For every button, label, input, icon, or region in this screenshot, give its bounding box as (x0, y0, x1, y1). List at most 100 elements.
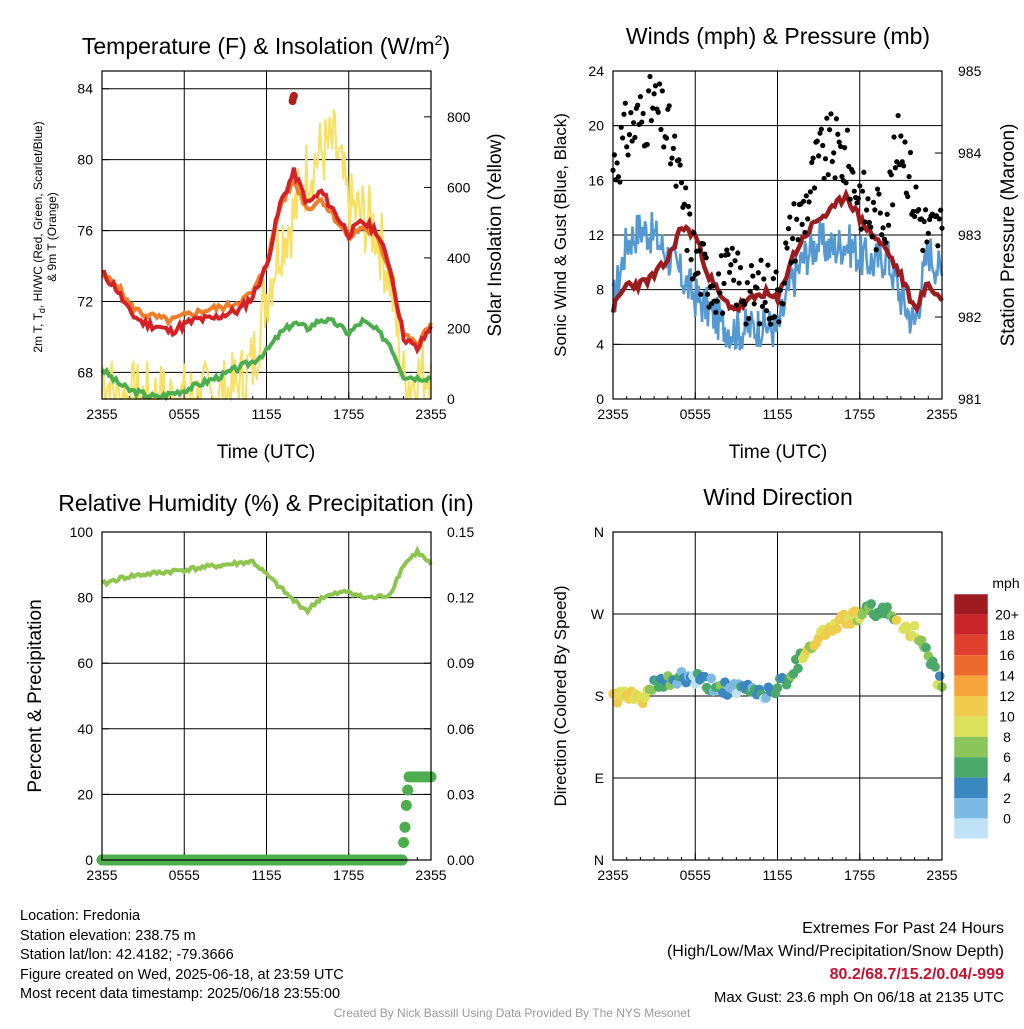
gust-point (617, 179, 623, 185)
y2-tick-label: 600 (447, 179, 471, 195)
gust-point (844, 127, 851, 133)
y-tick-label: S (595, 688, 604, 704)
dewpoint-line (100, 316, 432, 402)
y2-tick-label: 0.03 (447, 786, 474, 802)
gust-point (842, 145, 848, 151)
gust-point (658, 126, 664, 133)
precip-point (398, 837, 410, 849)
y-tick-label: 20 (588, 118, 604, 134)
gust-point (644, 141, 650, 148)
y-tick-label: 80 (77, 152, 93, 168)
gust-point (688, 257, 694, 263)
gust-point (809, 159, 815, 166)
y-tick-label: 84 (77, 81, 93, 97)
gust-point (872, 207, 878, 213)
gust-point (925, 230, 931, 236)
gust-point (659, 88, 665, 94)
y-tick-label: 24 (588, 63, 604, 79)
gust-point (685, 203, 691, 209)
gust-point (758, 257, 764, 263)
gust-point (784, 245, 790, 251)
gust-point (857, 183, 863, 189)
gust-point (817, 130, 823, 136)
direction-point (891, 615, 902, 625)
gust-point (899, 159, 905, 165)
gust-point (876, 191, 882, 197)
y-tick-label: 20 (77, 786, 93, 802)
gust-point (895, 112, 901, 119)
gust-point (781, 280, 787, 286)
gust-point (802, 229, 808, 236)
temperature-ylabel-left-line1: 2m T, Td, HI/WC (Red, Green, Scarlet/Blu… (31, 121, 47, 352)
gust-point (831, 150, 837, 156)
temperature-ylabel-left-line2: & 9m T (Orange) (45, 192, 59, 282)
gust-point (807, 189, 814, 195)
gust-point (628, 110, 634, 116)
gust-point (859, 188, 866, 194)
y-tick-label: W (591, 606, 605, 622)
direction-point (672, 679, 682, 689)
gust-point (670, 145, 676, 151)
gust-point (624, 144, 630, 150)
x-tick-label: 0555 (680, 406, 711, 422)
winds-title: Winds (mph) & Pressure (mb) (626, 23, 930, 49)
colorbar-outline (953, 593, 989, 840)
colorbar-label: 8 (1003, 729, 1011, 745)
direction-point (866, 599, 876, 609)
gust-point (885, 222, 892, 228)
gust-point (684, 247, 690, 254)
most-recent-data: Most recent data timestamp: 2025/06/18 2… (20, 986, 341, 1002)
colorbar-swatch (954, 757, 988, 778)
gust-point (669, 155, 675, 161)
gust-point (877, 210, 883, 216)
gust-point (735, 250, 741, 256)
gust-point (816, 153, 822, 159)
gust-point (757, 321, 763, 327)
gust-point (884, 211, 890, 217)
gust-point (737, 265, 744, 271)
gust-point (726, 269, 733, 275)
gust-point (736, 280, 742, 286)
gust-point (618, 124, 624, 130)
gust-point (637, 94, 644, 100)
y-tick-label: 0 (85, 852, 93, 868)
colorbar-swatch (954, 818, 988, 839)
gust-point (835, 131, 841, 137)
colorbar-label: 10 (999, 708, 1015, 724)
gust-point (854, 200, 860, 206)
gust-point (935, 243, 941, 249)
gust-point (648, 117, 654, 124)
direction-point (640, 693, 650, 703)
colorbar-label: 0 (1003, 810, 1011, 826)
gust-point (783, 240, 789, 246)
gust-point (667, 161, 674, 167)
x-tick-label: 1155 (251, 867, 281, 883)
gust-point (850, 169, 856, 175)
gust-point (770, 275, 776, 282)
gust-point (800, 198, 807, 204)
station-location: Location: Fredonia (20, 908, 141, 924)
y-tick-label: 68 (77, 364, 93, 380)
y-tick-label: 40 (77, 721, 93, 737)
gust-point (869, 234, 875, 240)
gust-point (615, 174, 622, 180)
colorbar-swatch (954, 736, 988, 758)
gust-point (715, 271, 722, 277)
gust-point (921, 218, 927, 225)
gust-point (820, 142, 826, 149)
gust-point (625, 152, 631, 158)
gust-point (888, 172, 894, 178)
x-tick-label: 2355 (926, 406, 957, 422)
colorbar-label: 16 (999, 647, 1015, 663)
y-tick-label: 80 (77, 590, 93, 606)
y-tick-label: 76 (77, 223, 93, 239)
colorbar-swatch (954, 777, 988, 798)
gust-point (803, 193, 809, 199)
gust-point (721, 280, 727, 287)
y2-tick-label: 0.15 (447, 524, 474, 540)
gust-point (826, 127, 833, 133)
temperature-ylabel-right: Solar Insolation (Yellow) (485, 133, 506, 336)
gust-point (821, 175, 827, 182)
gust-point (837, 143, 844, 150)
